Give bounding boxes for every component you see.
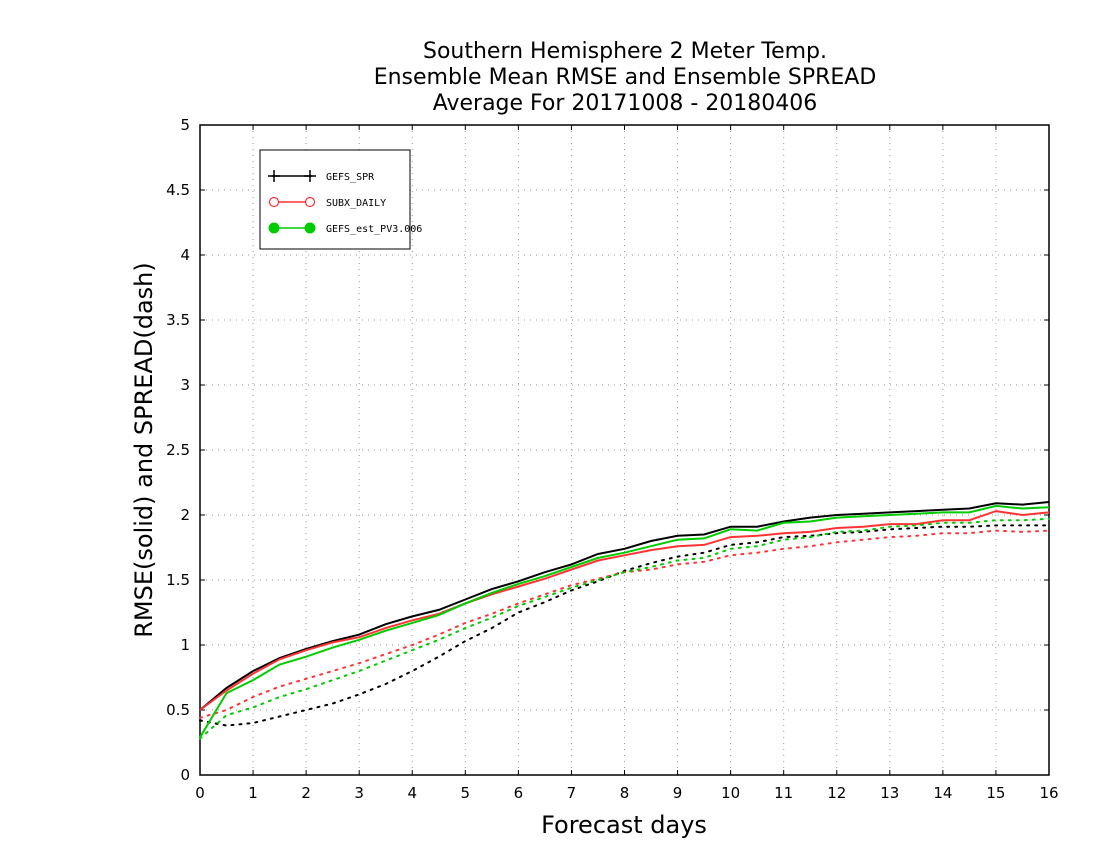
x-tick-label: 7 bbox=[567, 784, 577, 802]
x-tick-label: 15 bbox=[986, 784, 1005, 802]
x-tick-label: 12 bbox=[827, 784, 846, 802]
x-tick-label: 6 bbox=[514, 784, 524, 802]
legend-plus-marker bbox=[304, 170, 316, 182]
y-tick-label: 1 bbox=[180, 636, 190, 654]
x-axis-label: Forecast days bbox=[541, 811, 707, 839]
series-subx-daily-rmse-line bbox=[199, 510, 1050, 711]
grid-lines bbox=[200, 125, 1049, 775]
x-tick-label: 2 bbox=[301, 784, 311, 802]
axis-ticks: 0 1 2 3 4 5 6 7 8 9 10 11 12 13 14 15 1600.511.522.533.5… bbox=[166, 116, 1058, 802]
y-tick-label: 4.5 bbox=[166, 181, 190, 199]
legend-label: GEFS_est_PV3.006 bbox=[326, 224, 422, 235]
legend-plus-marker bbox=[268, 170, 280, 182]
legend-label: SUBX_DAILY bbox=[326, 198, 386, 209]
series-gefs-est-pv3-006-spread-line bbox=[199, 517, 1050, 740]
x-tick-label: 16 bbox=[1039, 784, 1058, 802]
y-tick-label: 2 bbox=[180, 506, 190, 524]
chart-title-line-2: Ensemble Mean RMSE and Ensemble SPREAD bbox=[374, 65, 877, 90]
x-tick-label: 11 bbox=[774, 784, 793, 802]
legend: GEFS_SPR SUBX_DAILY GEFS_est_PV3.006 bbox=[259, 149, 422, 250]
y-tick-label: 0 bbox=[180, 766, 190, 784]
y-axis-label: RMSE(solid) and SPREAD(dash) bbox=[130, 262, 158, 638]
legend-filled-circle-marker bbox=[304, 222, 316, 234]
legend-label: GEFS_SPR bbox=[326, 172, 375, 183]
y-tick-label: 3 bbox=[180, 376, 190, 394]
legend-open-circle-marker bbox=[304, 196, 316, 208]
legend-open-circle-marker bbox=[268, 196, 280, 208]
y-tick-label: 4 bbox=[180, 246, 190, 264]
x-tick-label: 3 bbox=[354, 784, 364, 802]
y-tick-label: 2.5 bbox=[166, 441, 190, 459]
legend-box bbox=[259, 149, 411, 250]
x-tick-label: 9 bbox=[673, 784, 683, 802]
x-tick-label: 5 bbox=[461, 784, 471, 802]
chart-title-line-3: Average For 20171008 - 20180406 bbox=[433, 91, 818, 116]
y-tick-label: 1.5 bbox=[166, 571, 190, 589]
series-gefs-spr-spread-line bbox=[199, 524, 1050, 727]
chart-title-line-1: Southern Hemisphere 2 Meter Temp. bbox=[423, 39, 827, 64]
y-tick-label: 3.5 bbox=[166, 311, 190, 329]
x-tick-label: 1 bbox=[248, 784, 258, 802]
series-layer bbox=[199, 501, 1050, 740]
y-tick-label: 5 bbox=[180, 116, 190, 134]
legend-filled-circle-marker bbox=[268, 222, 280, 234]
x-tick-label: 10 bbox=[721, 784, 740, 802]
y-tick-label: 0.5 bbox=[166, 701, 190, 719]
x-tick-label: 13 bbox=[880, 784, 899, 802]
x-tick-label: 0 bbox=[195, 784, 205, 802]
series-gefs-spr-rmse-line bbox=[199, 501, 1050, 711]
series-gefs-est-pv3-006-rmse-line bbox=[199, 504, 1050, 738]
x-tick-label: 4 bbox=[407, 784, 417, 802]
x-tick-label: 14 bbox=[933, 784, 952, 802]
x-tick-label: 8 bbox=[620, 784, 630, 802]
